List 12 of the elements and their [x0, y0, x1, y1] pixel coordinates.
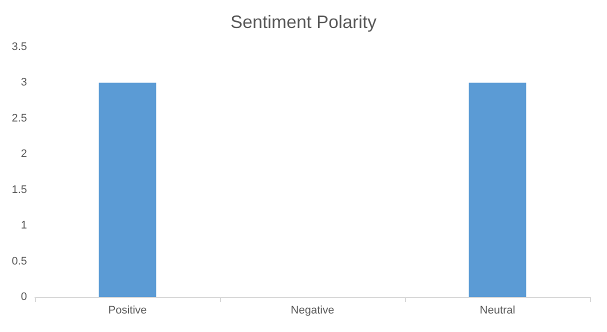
y-tick-label: 1: [20, 220, 27, 232]
y-tick-label: 2: [20, 148, 27, 160]
y-tick-label: 3.5: [12, 41, 27, 53]
y-tick-label: 0.5: [12, 255, 27, 268]
y-tick-label: 2.5: [12, 112, 27, 124]
x-tick-label: Positive: [108, 304, 147, 316]
y-tick-label: 1.5: [12, 184, 27, 196]
y-tick-label: 0: [20, 291, 27, 303]
chart-title: Sentiment Polarity: [230, 12, 377, 32]
x-tick-label: Negative: [290, 304, 334, 316]
x-tick-label: Neutral: [480, 304, 516, 316]
y-tick-label: 3: [20, 76, 27, 89]
